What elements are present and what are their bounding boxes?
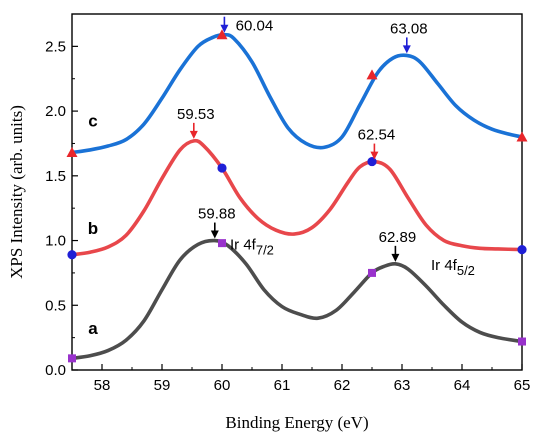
peak-arrow-head [391,253,400,262]
peak-assignment-main: Ir 4f [431,257,458,274]
marker-b [67,250,77,260]
peak-arrow-head [370,151,379,160]
x-tick-label: 64 [454,377,471,394]
series-line-b [70,138,524,257]
y-tick-label: 2.5 [45,38,66,55]
x-tick-label: 61 [274,377,291,394]
markers-group [66,29,528,363]
peak-value-label: 60.04 [236,18,274,35]
peak-value-label: 59.88 [198,206,236,223]
curve-label-a: a [88,319,98,338]
y-tick-label: 2.0 [45,103,66,120]
x-tick-label: 63 [394,377,411,394]
marker-b [517,245,527,255]
marker-c [66,147,78,158]
peak-assignment-sub: 5/2 [457,263,475,278]
series-group [70,32,524,361]
x-tick-label: 59 [154,377,171,394]
marker-c [216,29,228,40]
peak-assignment-main: Ir 4f [230,236,257,253]
marker-c [516,131,528,142]
x-tick-label: 58 [94,377,111,394]
y-tick-label: 0.0 [45,362,66,379]
peak-arrow-head [210,230,219,239]
peak-assignment-label: Ir 4f7/2 [230,236,274,257]
x-tick-label: 62 [334,377,351,394]
peak-arrow-head [189,130,198,139]
y-tick-label: 1.0 [45,233,66,250]
y-tick-label: 0.5 [45,297,66,314]
x-tick-label: 60 [214,377,231,394]
x-tick-label: 65 [514,377,531,394]
peak-value-label: 62.89 [379,229,417,246]
marker-a [68,354,76,363]
peak-value-label: 59.53 [177,106,215,123]
peak-value-label: 62.54 [358,127,396,144]
peak-assignment-sub: 7/2 [256,242,274,257]
peak-value-label: 63.08 [390,20,428,37]
x-axis-title: Binding Energy (eV) [225,413,368,432]
peak-arrow-head [402,45,411,54]
marker-c [366,69,378,80]
peak-arrow-head [220,24,229,33]
marker-b [217,163,227,173]
marker-a [218,239,226,248]
series-line-a [70,238,524,361]
y-tick-label: 1.5 [45,168,66,185]
peak-assignment-label: Ir 4f5/2 [431,257,475,278]
marker-a [518,337,526,346]
marker-b [367,156,377,167]
curve-label-c: c [88,112,97,131]
marker-a [368,268,376,277]
y-axis-title: XPS Intensity (arb. units) [7,105,26,279]
series-line-c [70,32,524,155]
curve-label-b: b [88,219,98,238]
plot-frame [71,13,523,371]
plot-axes: 58 59 60 61 62 63 64 65 0.0 0.5 1.0 1.5 2.0 2.5 [45,13,531,394]
